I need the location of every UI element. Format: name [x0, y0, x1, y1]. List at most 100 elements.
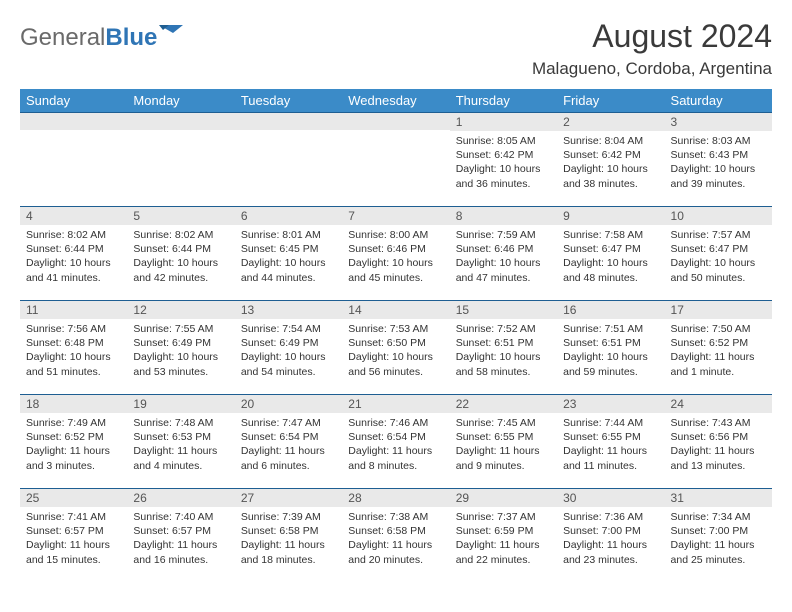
calendar-day-cell: 17Sunrise: 7:50 AMSunset: 6:52 PMDayligh… — [665, 301, 772, 395]
day-number — [235, 113, 342, 130]
calendar-day-cell: 22Sunrise: 7:45 AMSunset: 6:55 PMDayligh… — [450, 395, 557, 489]
day-details: Sunrise: 8:02 AMSunset: 6:44 PMDaylight:… — [127, 225, 234, 285]
calendar-day-cell: 21Sunrise: 7:46 AMSunset: 6:54 PMDayligh… — [342, 395, 449, 489]
day-details: Sunrise: 7:54 AMSunset: 6:49 PMDaylight:… — [235, 319, 342, 379]
calendar-day-cell: 29Sunrise: 7:37 AMSunset: 6:59 PMDayligh… — [450, 489, 557, 583]
calendar-day-cell: 2Sunrise: 8:04 AMSunset: 6:42 PMDaylight… — [557, 113, 664, 207]
weekday-header-row: SundayMondayTuesdayWednesdayThursdayFrid… — [20, 89, 772, 113]
day-number — [342, 113, 449, 130]
calendar-day-cell — [127, 113, 234, 207]
location-text: Malagueno, Cordoba, Argentina — [532, 59, 772, 79]
weekday-header: Monday — [127, 89, 234, 113]
day-details: Sunrise: 7:34 AMSunset: 7:00 PMDaylight:… — [665, 507, 772, 567]
day-number: 23 — [557, 395, 664, 413]
day-number: 11 — [20, 301, 127, 319]
day-number: 12 — [127, 301, 234, 319]
calendar-day-cell: 11Sunrise: 7:56 AMSunset: 6:48 PMDayligh… — [20, 301, 127, 395]
day-number: 25 — [20, 489, 127, 507]
calendar-day-cell: 28Sunrise: 7:38 AMSunset: 6:58 PMDayligh… — [342, 489, 449, 583]
day-details: Sunrise: 7:49 AMSunset: 6:52 PMDaylight:… — [20, 413, 127, 473]
day-details: Sunrise: 7:37 AMSunset: 6:59 PMDaylight:… — [450, 507, 557, 567]
day-number: 19 — [127, 395, 234, 413]
day-details: Sunrise: 7:53 AMSunset: 6:50 PMDaylight:… — [342, 319, 449, 379]
calendar-day-cell: 30Sunrise: 7:36 AMSunset: 7:00 PMDayligh… — [557, 489, 664, 583]
calendar-day-cell: 19Sunrise: 7:48 AMSunset: 6:53 PMDayligh… — [127, 395, 234, 489]
day-details: Sunrise: 7:38 AMSunset: 6:58 PMDaylight:… — [342, 507, 449, 567]
day-number: 1 — [450, 113, 557, 131]
day-details: Sunrise: 7:39 AMSunset: 6:58 PMDaylight:… — [235, 507, 342, 567]
day-number: 15 — [450, 301, 557, 319]
flag-icon — [159, 21, 185, 46]
day-number: 14 — [342, 301, 449, 319]
day-details: Sunrise: 8:02 AMSunset: 6:44 PMDaylight:… — [20, 225, 127, 285]
day-details: Sunrise: 7:41 AMSunset: 6:57 PMDaylight:… — [20, 507, 127, 567]
day-details: Sunrise: 7:50 AMSunset: 6:52 PMDaylight:… — [665, 319, 772, 379]
day-details: Sunrise: 7:59 AMSunset: 6:46 PMDaylight:… — [450, 225, 557, 285]
day-details: Sunrise: 7:52 AMSunset: 6:51 PMDaylight:… — [450, 319, 557, 379]
day-number: 6 — [235, 207, 342, 225]
header: GeneralBlue August 2024 Malagueno, Cordo… — [20, 18, 772, 79]
calendar-day-cell — [20, 113, 127, 207]
day-number: 30 — [557, 489, 664, 507]
brand-blue: Blue — [105, 24, 157, 51]
day-details: Sunrise: 8:03 AMSunset: 6:43 PMDaylight:… — [665, 131, 772, 191]
day-number — [20, 113, 127, 130]
calendar-day-cell — [342, 113, 449, 207]
calendar-day-cell: 10Sunrise: 7:57 AMSunset: 6:47 PMDayligh… — [665, 207, 772, 301]
calendar-table: SundayMondayTuesdayWednesdayThursdayFrid… — [20, 89, 772, 583]
calendar-day-cell: 1Sunrise: 8:05 AMSunset: 6:42 PMDaylight… — [450, 113, 557, 207]
day-details: Sunrise: 7:45 AMSunset: 6:55 PMDaylight:… — [450, 413, 557, 473]
calendar-day-cell: 4Sunrise: 8:02 AMSunset: 6:44 PMDaylight… — [20, 207, 127, 301]
day-details: Sunrise: 7:56 AMSunset: 6:48 PMDaylight:… — [20, 319, 127, 379]
weekday-header: Friday — [557, 89, 664, 113]
calendar-day-cell: 8Sunrise: 7:59 AMSunset: 6:46 PMDaylight… — [450, 207, 557, 301]
calendar-day-cell: 23Sunrise: 7:44 AMSunset: 6:55 PMDayligh… — [557, 395, 664, 489]
calendar-day-cell: 5Sunrise: 8:02 AMSunset: 6:44 PMDaylight… — [127, 207, 234, 301]
day-number: 18 — [20, 395, 127, 413]
calendar-day-cell: 24Sunrise: 7:43 AMSunset: 6:56 PMDayligh… — [665, 395, 772, 489]
calendar-day-cell: 26Sunrise: 7:40 AMSunset: 6:57 PMDayligh… — [127, 489, 234, 583]
calendar-day-cell: 14Sunrise: 7:53 AMSunset: 6:50 PMDayligh… — [342, 301, 449, 395]
day-number: 31 — [665, 489, 772, 507]
calendar-day-cell: 3Sunrise: 8:03 AMSunset: 6:43 PMDaylight… — [665, 113, 772, 207]
day-number: 24 — [665, 395, 772, 413]
day-details: Sunrise: 7:55 AMSunset: 6:49 PMDaylight:… — [127, 319, 234, 379]
day-details: Sunrise: 8:05 AMSunset: 6:42 PMDaylight:… — [450, 131, 557, 191]
day-number: 3 — [665, 113, 772, 131]
weekday-header: Wednesday — [342, 89, 449, 113]
day-details: Sunrise: 7:40 AMSunset: 6:57 PMDaylight:… — [127, 507, 234, 567]
weekday-header: Sunday — [20, 89, 127, 113]
day-number: 9 — [557, 207, 664, 225]
day-details: Sunrise: 7:43 AMSunset: 6:56 PMDaylight:… — [665, 413, 772, 473]
day-details: Sunrise: 7:57 AMSunset: 6:47 PMDaylight:… — [665, 225, 772, 285]
day-number: 13 — [235, 301, 342, 319]
day-number — [127, 113, 234, 130]
calendar-day-cell: 12Sunrise: 7:55 AMSunset: 6:49 PMDayligh… — [127, 301, 234, 395]
calendar-day-cell: 16Sunrise: 7:51 AMSunset: 6:51 PMDayligh… — [557, 301, 664, 395]
page-title: August 2024 — [532, 18, 772, 55]
calendar-week-row: 11Sunrise: 7:56 AMSunset: 6:48 PMDayligh… — [20, 301, 772, 395]
calendar-day-cell: 27Sunrise: 7:39 AMSunset: 6:58 PMDayligh… — [235, 489, 342, 583]
day-number: 27 — [235, 489, 342, 507]
calendar-day-cell: 31Sunrise: 7:34 AMSunset: 7:00 PMDayligh… — [665, 489, 772, 583]
day-number: 17 — [665, 301, 772, 319]
weekday-header: Thursday — [450, 89, 557, 113]
day-number: 10 — [665, 207, 772, 225]
day-number: 29 — [450, 489, 557, 507]
day-details: Sunrise: 7:48 AMSunset: 6:53 PMDaylight:… — [127, 413, 234, 473]
day-number: 21 — [342, 395, 449, 413]
day-number: 8 — [450, 207, 557, 225]
weekday-header: Tuesday — [235, 89, 342, 113]
calendar-day-cell: 15Sunrise: 7:52 AMSunset: 6:51 PMDayligh… — [450, 301, 557, 395]
day-details: Sunrise: 8:00 AMSunset: 6:46 PMDaylight:… — [342, 225, 449, 285]
calendar-day-cell: 13Sunrise: 7:54 AMSunset: 6:49 PMDayligh… — [235, 301, 342, 395]
calendar-week-row: 18Sunrise: 7:49 AMSunset: 6:52 PMDayligh… — [20, 395, 772, 489]
calendar-week-row: 4Sunrise: 8:02 AMSunset: 6:44 PMDaylight… — [20, 207, 772, 301]
day-number: 7 — [342, 207, 449, 225]
calendar-day-cell — [235, 113, 342, 207]
day-number: 26 — [127, 489, 234, 507]
calendar-day-cell: 6Sunrise: 8:01 AMSunset: 6:45 PMDaylight… — [235, 207, 342, 301]
day-number: 16 — [557, 301, 664, 319]
weekday-header: Saturday — [665, 89, 772, 113]
day-number: 22 — [450, 395, 557, 413]
